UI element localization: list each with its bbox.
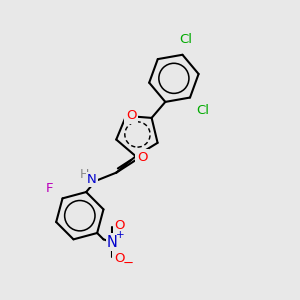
Text: Cl: Cl — [196, 103, 209, 116]
Text: O: O — [126, 110, 137, 122]
Text: O: O — [137, 151, 148, 164]
Text: N: N — [87, 173, 97, 186]
Text: +: + — [116, 230, 124, 240]
Text: Cl: Cl — [179, 33, 192, 46]
Text: N: N — [107, 235, 118, 250]
Text: O: O — [115, 219, 125, 232]
Text: H: H — [80, 168, 89, 181]
Text: F: F — [46, 182, 53, 195]
Text: O: O — [114, 252, 124, 265]
Text: −: − — [122, 257, 134, 270]
